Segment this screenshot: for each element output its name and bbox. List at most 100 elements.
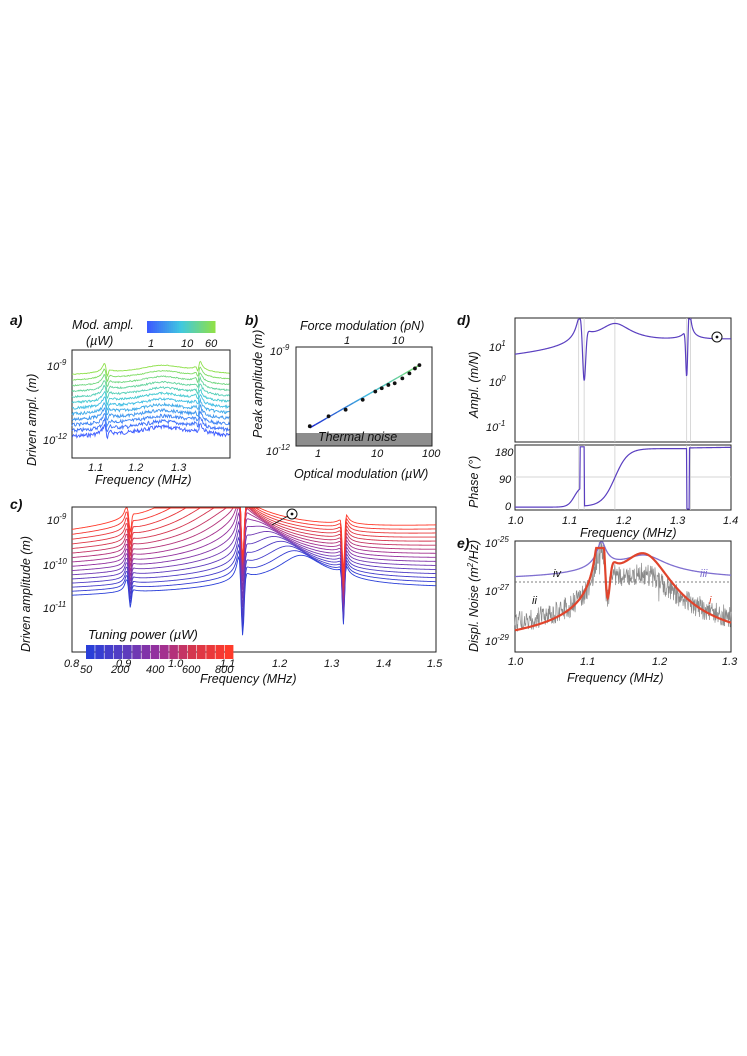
panel-b-fit-line-segment <box>408 367 415 373</box>
panel-b-label: b) <box>245 312 259 328</box>
panel-b-data-point <box>386 383 391 387</box>
panel-c-xtick-5: 1.2 <box>272 658 287 670</box>
panel-b-top-tick-2: 10 <box>392 335 405 347</box>
panel-c-series-line <box>71 507 437 589</box>
panel-b-fit-line-segment <box>402 370 409 376</box>
panel-b-data-point <box>400 376 405 381</box>
panel-a-colorbar-cell <box>179 321 182 333</box>
panel-c-legend-cell <box>141 645 151 659</box>
panel-b-data-point <box>343 407 348 412</box>
panel-a-colorbar-cell <box>155 321 158 333</box>
panel-e-series-ii-line <box>514 541 732 632</box>
panel-b-xtick-1: 1 <box>315 448 321 460</box>
panel-c-legend-cell <box>150 645 160 659</box>
panel-c-frame <box>71 506 437 653</box>
panel-b-fit-line-segment <box>358 395 365 401</box>
panel-b-plot <box>307 363 422 429</box>
panel-b-data-point <box>307 424 312 429</box>
panel-d-bottom-ylabel: Phase (°) <box>467 456 481 508</box>
panel-b-fit-line-segment <box>342 405 349 410</box>
panel-c-legend-cell <box>169 645 178 659</box>
panel-c: c) Tuning power (µW) 50 200 400 600 800 … <box>10 496 443 686</box>
panel-c-series-line <box>71 507 436 599</box>
panel-d: d) 101 100 10-1 180 90 0 1.0 1.1 1.2 1.3… <box>457 312 738 540</box>
panel-a-series-line <box>71 388 230 406</box>
panel-c-legend-cell <box>123 645 132 659</box>
panel-d-amplitude-line <box>514 318 731 381</box>
panel-c-xtick-6: 1.3 <box>324 658 340 670</box>
panel-a-frame <box>71 349 231 459</box>
panel-e-ytick-1: 10-25 <box>485 535 509 550</box>
panel-a-series-line <box>71 403 230 422</box>
panel-c-xtick-2: 0.9 <box>116 658 131 670</box>
panel-b-ylabel: Peak amplitude (m) <box>251 330 265 438</box>
panel-a-xtick-2: 1.2 <box>128 462 143 474</box>
panel-a-colorbar-cell <box>211 321 214 333</box>
panel-e-xtick-4: 1.3 <box>722 656 738 668</box>
panel-a-label: a) <box>10 312 23 328</box>
panel-a-colorbar-cell <box>205 321 208 333</box>
panel-c-legend-cell <box>95 645 104 659</box>
panel-a-curves <box>71 360 230 440</box>
panel-c-xtick-8: 1.5 <box>427 658 443 670</box>
panel-d-amplitude-curve <box>514 318 731 381</box>
panel-a-colorbar-tick-3: 60 <box>205 338 218 350</box>
panel-e-xtick-3: 1.2 <box>652 656 667 668</box>
panel-c-legend-cell <box>113 645 123 659</box>
panel-a-series-line <box>71 409 230 428</box>
panel-a-colorbar-cell <box>195 321 198 333</box>
panel-b-frame <box>295 346 433 447</box>
panel-b-fit-line-segment <box>397 373 404 379</box>
panel-a-colorbar-cell <box>197 321 200 333</box>
panel-b-data-point <box>407 371 412 376</box>
panel-b-fit-line-segment <box>347 402 354 407</box>
panel-d-xlabel: Frequency (MHz) <box>580 526 677 540</box>
panel-a-colorbar-tick-2: 10 <box>181 338 194 350</box>
panel-a-colorbar-cell <box>159 321 162 333</box>
panel-d-xtick-5: 1.4 <box>723 515 738 527</box>
panel-c-ytick-2: 10-10 <box>43 557 67 572</box>
panel-a-colorbar-cell <box>191 321 194 333</box>
panel-a-colorbar-cell <box>175 321 178 333</box>
panel-b-xtick-2: 10 <box>371 448 384 460</box>
panel-b-xtick-3: 100 <box>422 448 441 460</box>
panel-c-xtick-1: 0.8 <box>64 658 80 670</box>
panel-b-data-point <box>326 414 331 419</box>
panel-a-ytick-bottom: 10-12 <box>43 432 67 447</box>
panel-e-xtick-1: 1.0 <box>508 656 524 668</box>
panel-c-legend-tick-5: 800 <box>215 664 234 676</box>
panel-a-colorbar-cell <box>169 321 172 333</box>
panel-c-xticks: 0.8 0.9 1.0 1.1 1.2 1.3 1.4 1.5 <box>64 658 443 670</box>
panel-e-label-iii: iii <box>700 568 708 580</box>
panel-c-series-line <box>71 507 437 574</box>
panel-c-legend-tick-2: 200 <box>110 664 130 676</box>
panel-b-thermal-band <box>296 433 432 446</box>
panel-e: e) iv iii ii i 10-25 10-27 10-29 1.0 1.1… <box>457 535 738 685</box>
panel-c-ytick-1: 10-9 <box>47 512 67 527</box>
panel-c-series-line <box>71 543 437 623</box>
panel-a-colorbar-cell <box>163 321 166 333</box>
panel-c-marker <box>271 508 298 526</box>
panel-b-fit-line-segment <box>391 377 398 382</box>
panel-c-series-line <box>71 507 437 582</box>
panel-b-data-point <box>373 389 378 394</box>
panel-c-series-line <box>71 554 437 636</box>
panel-a-colorbar-cell <box>171 321 174 333</box>
panel-e-xlabel: Frequency (MHz) <box>567 671 664 685</box>
panel-d-xtick-4: 1.3 <box>670 515 686 527</box>
panel-a: a) Mod. ampl. (µW) 1 10 60 10-9 10-12 1.… <box>10 312 231 487</box>
panel-a-colorbar-cell <box>183 321 186 333</box>
panel-d-phase-tick-90: 90 <box>499 474 512 486</box>
panel-a-series-line <box>71 393 230 411</box>
panel-c-label: c) <box>10 496 23 512</box>
panel-d-phase-tick-180: 180 <box>495 447 514 459</box>
panel-c-legend-title: Tuning power (µW) <box>88 627 198 642</box>
panel-b-thermal-label: Thermal noise <box>318 430 397 444</box>
panel-a-colorbar-cell <box>185 321 188 333</box>
panel-c-xlabel: Frequency (MHz) <box>200 672 297 686</box>
panel-d-phase-curve <box>515 446 732 510</box>
panel-c-legend-cell <box>197 645 206 659</box>
panel-b-top-tick-1: 1 <box>344 335 350 347</box>
panel-d-xtick-3: 1.2 <box>616 515 631 527</box>
